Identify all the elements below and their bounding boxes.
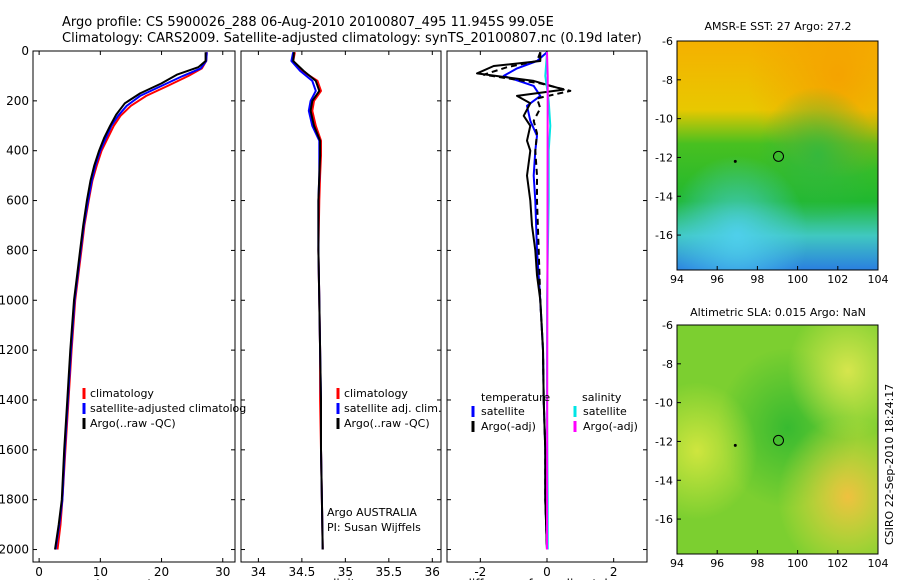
panel-frame-1 [32,50,236,563]
argo-australia-label: Argo AUSTRALIA [327,506,417,519]
map-x-tick-label-1: 94 [670,273,684,286]
legend-label-3: satellite [583,405,627,418]
series-line-3-3 [482,51,572,550]
legend-label-3: Argo(-adj) [481,420,536,433]
map-x-tick-label-2: 102 [827,557,848,570]
x-axis-label-1: temperature [96,577,171,580]
legend-label-1: Argo(..raw -QC) [90,417,176,430]
credit-label: CSIRO 22-Sep-2010 18:24:17 [883,384,896,545]
float-track-point-2 [733,443,737,447]
series-line-3-2 [476,52,565,550]
map-y-tick-label-1: -10 [655,113,673,126]
y-tick-label: 1200 [0,343,29,357]
y-tick-label: 200 [6,94,29,108]
argo-position-marker-2 [773,434,785,446]
sst-map-cyan-region [677,41,878,270]
map-frame-2 [676,324,879,555]
x-tick-label-3: -2 [474,565,486,579]
map-y-tick-label-2: -14 [655,474,673,487]
legend-label-1: satellite-adjusted climatolog [90,402,246,415]
x-axis-label-2: salinity [319,577,362,580]
y-tick-label: 600 [6,194,29,208]
map-x-tick-label-2: 96 [710,557,724,570]
x-tick-label-1: 20 [154,565,169,579]
map-y-tick-label-2: -12 [655,435,673,448]
x-tick-label-2: 34 [251,565,266,579]
map-y-tick-label-2: -16 [655,513,673,526]
legend-header-salinity: salinity [582,391,622,404]
legend-label-3: satellite [481,405,525,418]
map-y-tick-label-1: -8 [662,74,673,87]
map-y-tick-label-1: -16 [655,229,673,242]
x-tick-label-1: 30 [215,565,230,579]
float-track-point-1 [733,159,737,163]
x-tick-label-3: 2 [610,565,618,579]
sst-map-title: AMSR-E SST: 27 Argo: 27.2 [704,20,851,33]
map-y-tick-label-2: -8 [662,358,673,371]
argo-position-marker-1 [773,150,785,162]
x-tick-label-2: 34.5 [289,565,316,579]
map-x-tick-label-2: 100 [787,557,808,570]
x-tick-label-1: 0 [35,565,43,579]
map-y-tick-label-1: -14 [655,190,673,203]
sst-map [677,41,878,270]
map-x-tick-label-2: 94 [670,557,684,570]
sla-map-yellow-region-ne [677,325,878,554]
map-y-tick-label-2: -10 [655,397,673,410]
panel-frame-2 [240,50,442,563]
y-tick-label: 1000 [0,293,29,307]
legend-label-3: Argo(-adj) [583,420,638,433]
figure-title-line2: Climatology: CARS2009. Satellite-adjuste… [62,31,642,46]
y-tick-label: 1600 [0,443,29,457]
map-x-tick-label-1: 104 [868,273,889,286]
series-line-3-5 [546,52,549,550]
x-tick-label-2: 36 [425,565,440,579]
x-tick-label-2: 35.5 [375,565,402,579]
legend-header-temperature: temperature [481,391,550,404]
y-tick-label: 2000 [0,543,29,557]
map-x-tick-label-1: 96 [710,273,724,286]
y-tick-label: 1800 [0,493,29,507]
legend-label-2: climatology [344,387,408,400]
legend-label-1: climatology [90,387,154,400]
legend-label-2: satellite adj. clim. [344,402,441,415]
x-tick-label-3: 0 [543,565,551,579]
sla-map [677,325,878,554]
map-y-tick-label-2: -6 [662,319,673,332]
sla-map-title: Altimetric SLA: 0.015 Argo: NaN [690,306,866,319]
map-x-tick-label-1: 98 [750,273,764,286]
map-x-tick-label-2: 98 [750,557,764,570]
map-x-tick-label-1: 100 [787,273,808,286]
y-tick-label: 1400 [0,393,29,407]
series-line-1-3 [54,52,207,550]
map-frame-1 [676,40,879,271]
map-x-tick-label-1: 102 [827,273,848,286]
series-line-2-3 [292,52,324,550]
plot-layer: 0102030temperature0200400600800100012001… [0,35,889,580]
argo-pi-label: PI: Susan Wijffels [327,521,421,534]
figure-title-line1: Argo profile: CS 5900026_288 06-Aug-2010… [62,15,554,30]
x-tick-label-2: 35 [338,565,353,579]
y-tick-label: 400 [6,144,29,158]
map-y-tick-label-1: -12 [655,151,673,164]
map-y-tick-label-1: -6 [662,35,673,48]
y-tick-label: 800 [6,243,29,257]
x-tick-label-1: 10 [93,565,108,579]
y-tick-label: 0 [21,44,29,58]
map-x-tick-label-2: 104 [868,557,889,570]
legend-label-2: Argo(..raw -QC) [344,417,430,430]
x-axis-label-3: difference from climatology [464,577,630,580]
